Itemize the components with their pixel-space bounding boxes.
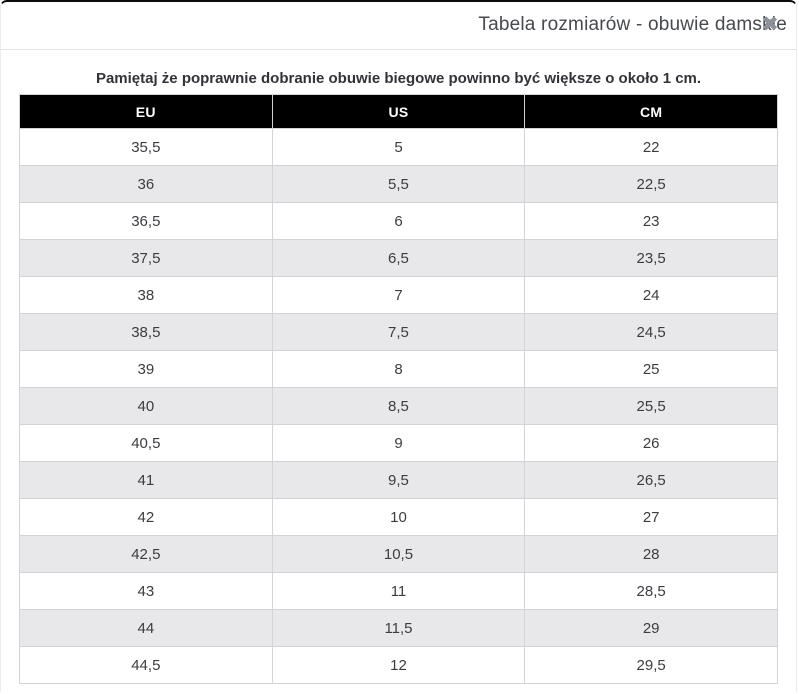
size-cell: 27 [524, 498, 778, 536]
size-cell: 23 [524, 202, 778, 240]
size-cell: 10 [271, 498, 526, 536]
size-cell: 22,5 [524, 165, 778, 203]
size-cell: 26,5 [524, 461, 778, 499]
size-cell: 22 [524, 128, 778, 166]
table-row: 40,5 9 26 [19, 424, 778, 462]
size-cell: 43 [19, 572, 273, 610]
table-row: 38 7 24 [19, 276, 778, 314]
table-row: 39 8 25 [19, 350, 778, 388]
size-cell: 6 [271, 202, 526, 240]
table-row: 37,5 6,5 23,5 [19, 239, 778, 277]
size-note: Pamiętaj że poprawnie dobranie obuwie bi… [95, 70, 702, 87]
column-header-eu: EU [19, 94, 273, 129]
size-cell: 44 [19, 609, 273, 647]
size-cell: 23,5 [524, 239, 778, 277]
size-cell: 44,5 [19, 646, 273, 684]
modal-content: Pamiętaj że poprawnie dobranie obuwie bi… [1, 50, 796, 684]
table-row: 43 11 28,5 [19, 572, 778, 610]
table-row: 36,5 6 23 [19, 202, 778, 240]
modal-header: Tabela rozmiarów - obuwie damskie ✖ [1, 2, 796, 50]
size-cell: 10,5 [271, 535, 526, 573]
size-cell: 36 [19, 165, 273, 203]
size-cell: 40 [19, 387, 273, 425]
size-cell: 42 [19, 498, 273, 536]
size-cell: 35,5 [19, 128, 273, 166]
size-cell: 37,5 [19, 239, 273, 277]
table-row: 42 10 27 [19, 498, 778, 536]
size-cell: 9 [271, 424, 526, 462]
table-row: 40 8,5 25,5 [19, 387, 778, 425]
size-cell: 42,5 [19, 535, 273, 573]
modal-title: Tabela rozmiarów - obuwie damskie [478, 14, 787, 35]
size-cell: 25,5 [524, 387, 778, 425]
header-row: EU US CM [19, 94, 778, 129]
size-cell: 28 [524, 535, 778, 573]
table-row: 38,5 7,5 24,5 [19, 313, 778, 351]
size-cell: 29 [524, 609, 778, 647]
size-table-head: EU US CM [19, 94, 778, 129]
table-row: 36 5,5 22,5 [19, 165, 778, 203]
size-cell: 6,5 [271, 239, 526, 277]
table-row: 42,5 10,5 28 [19, 535, 778, 573]
size-cell: 7,5 [271, 313, 526, 351]
table-row: 41 9,5 26,5 [19, 461, 778, 499]
size-cell: 38,5 [19, 313, 273, 351]
size-cell: 11,5 [271, 609, 526, 647]
table-row: 35,5 5 22 [19, 128, 778, 166]
size-cell: 36,5 [19, 202, 273, 240]
size-cell: 29,5 [524, 646, 778, 684]
table-row: 44 11,5 29 [19, 609, 778, 647]
size-cell: 41 [19, 461, 273, 499]
column-header-cm: CM [524, 94, 778, 129]
size-cell: 24,5 [524, 313, 778, 351]
size-table-body: 35,5 5 22 36 5,5 22,5 36,5 6 23 37,5 6,5 23,5 38 7 24 3… [19, 128, 778, 684]
size-cell: 5 [271, 128, 526, 166]
size-cell: 9,5 [271, 461, 526, 499]
size-cell: 39 [19, 350, 273, 388]
size-cell: 38 [19, 276, 273, 314]
size-cell: 28,5 [524, 572, 778, 610]
table-row: 44,5 12 29,5 [19, 646, 778, 684]
size-cell: 24 [524, 276, 778, 314]
size-cell: 5,5 [271, 165, 526, 203]
size-cell: 8 [271, 350, 526, 388]
size-cell: 12 [271, 646, 526, 684]
size-cell: 7 [271, 276, 526, 314]
size-cell: 40,5 [19, 424, 273, 462]
column-header-us: US [271, 94, 526, 129]
size-cell: 25 [524, 350, 778, 388]
size-table: EU US CM 35,5 5 22 36 5,5 22,5 36,5 6 23 37,5 6,5 23,… [19, 94, 778, 684]
size-cell: 11 [271, 572, 526, 610]
close-icon[interactable]: ✖ [761, 13, 779, 36]
size-cell: 8,5 [271, 387, 526, 425]
size-cell: 26 [524, 424, 778, 462]
